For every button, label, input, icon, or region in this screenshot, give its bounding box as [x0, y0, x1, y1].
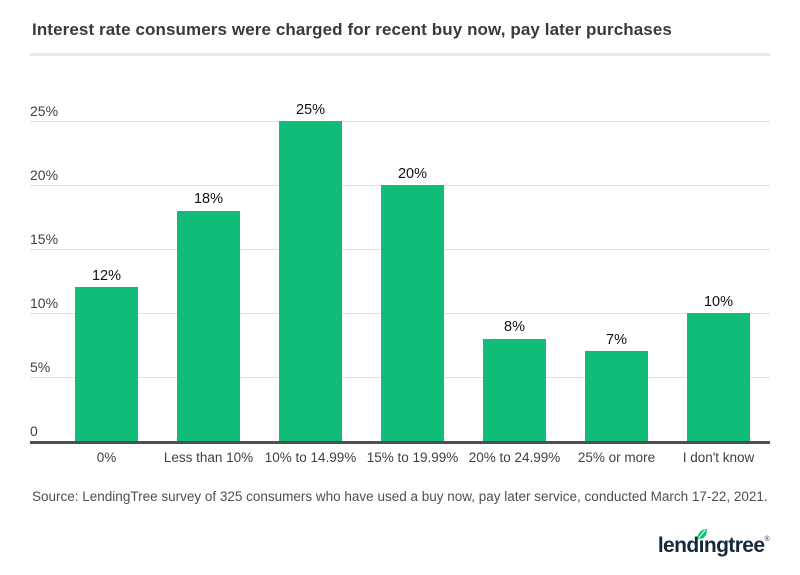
bar: 12%: [75, 269, 138, 441]
category-label: 10% to 14.99%: [264, 450, 357, 465]
logo-letter-i: ı: [697, 528, 707, 557]
gridline: [30, 121, 770, 122]
x-axis-line: [30, 441, 770, 444]
bar-value-label: 25%: [295, 101, 326, 118]
y-tick-label: 5%: [30, 359, 51, 375]
logo-text-pre: lend: [657, 534, 699, 557]
registered-mark: ®: [764, 536, 769, 543]
bar: 25%: [279, 102, 342, 441]
y-tick-label: 25%: [30, 103, 59, 119]
y-tick-label: 20%: [30, 167, 59, 183]
category-label: I don't know: [682, 450, 755, 465]
logo-text-i: ı: [698, 534, 705, 557]
title-divider: [30, 53, 770, 56]
bar: 10%: [687, 294, 750, 441]
leaf-icon: [697, 528, 707, 539]
bar: 20%: [381, 166, 444, 441]
y-tick-label: 0: [30, 423, 38, 439]
bar-value-label: 10%: [703, 293, 734, 310]
bar-value-label: 18%: [193, 191, 224, 208]
category-label: 0%: [96, 450, 117, 465]
lendingtree-logo: lend ıngtree®: [657, 528, 770, 557]
source-note: Source: LendingTree survey of 325 consum…: [32, 489, 768, 504]
logo-text-post: ngtree: [703, 534, 765, 557]
bars-layer: 12% 18% 25% 20% 8% 7% 10%: [75, 102, 750, 441]
bar-value-label: 12%: [91, 267, 122, 284]
y-tick-label: 15%: [30, 231, 59, 247]
bar-value-label: 8%: [504, 319, 525, 336]
category-label: 15% to 19.99%: [366, 450, 459, 465]
bar: 8%: [483, 320, 546, 441]
bar: 18%: [177, 192, 240, 441]
category-label: 25% or more: [577, 450, 656, 465]
chart-title: Interest rate consumers were charged for…: [32, 20, 672, 39]
bar: 7%: [585, 333, 648, 441]
plot-area: 12% 18% 25% 20% 8% 7% 10% 0 5% 10% 15% 20% 25% 0% Les…: [30, 102, 770, 465]
bar-value-label: 20%: [397, 165, 428, 182]
category-label: Less than 10%: [163, 450, 254, 465]
bar-value-label: 7%: [606, 331, 627, 348]
category-label: 20% to 24.99%: [468, 450, 561, 465]
y-tick-label: 10%: [30, 295, 59, 311]
